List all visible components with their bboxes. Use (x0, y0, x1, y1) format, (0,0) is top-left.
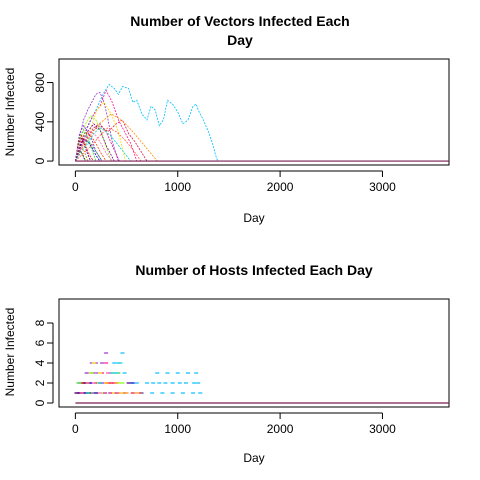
vectors-marks (75, 83, 449, 162)
vectors-panel: Number of Vectors Infected Each Day Numb… (3, 13, 450, 225)
hosts-panel: Number of Hosts Infected Each Day Number… (3, 262, 450, 465)
vectors-series-line (75, 91, 119, 162)
vectors-series-line (75, 146, 86, 162)
vectors-x-tick-label: 1000 (164, 180, 191, 194)
vectors-series-line (75, 140, 103, 162)
hosts-plot-frame (58, 298, 450, 408)
vectors-y-tick-label: 0 (33, 157, 47, 164)
vectors-series-line (75, 124, 103, 162)
vectors-series-line (75, 150, 86, 162)
hosts-y-axis-label: Number Infected (3, 308, 17, 397)
vectors-series-line (75, 123, 120, 162)
vectors-series-line (75, 134, 95, 162)
hosts-x-tick-label: 0 (72, 422, 79, 436)
vectors-series-group (75, 83, 449, 162)
vectors-x-axis-label: Day (243, 211, 264, 225)
vectors-series-line (75, 130, 107, 162)
hosts-x-tick-label: 1000 (164, 422, 191, 436)
vectors-series-line (75, 113, 158, 162)
hosts-y-axis: 0 2 4 6 8 (33, 319, 54, 406)
hosts-marks (74, 352, 449, 404)
vectors-series-line (75, 89, 138, 162)
hosts-x-axis-label: Day (243, 451, 264, 465)
hosts-y-tick-label: 0 (33, 399, 47, 406)
vectors-series-line (75, 83, 219, 162)
vectors-chart-title-line-1: Number of Vectors Infected Each (130, 13, 349, 29)
vectors-x-tick-label: 2000 (267, 180, 294, 194)
vectors-series-line (75, 131, 113, 162)
vectors-x-tick-label: 0 (72, 180, 79, 194)
hosts-y-tick-label: 6 (33, 339, 47, 346)
vectors-series-line (75, 101, 126, 162)
vectors-chart-title-line-2: Day (227, 32, 253, 48)
vectors-x-axis: 0 1000 2000 3000 (72, 170, 396, 194)
vectors-series-line (75, 127, 132, 162)
hosts-chart-title: Number of Hosts Infected Each Day (135, 262, 372, 278)
hosts-x-tick-label: 2000 (267, 422, 294, 436)
vectors-series-line (75, 123, 115, 162)
vectors-series-line (75, 144, 89, 162)
hosts-series-group (74, 352, 449, 404)
vectors-plot-frame (58, 58, 450, 166)
hosts-y-tick-label: 8 (33, 319, 47, 326)
vectors-series-line (75, 119, 148, 162)
vectors-x-tick-label: 3000 (369, 180, 396, 194)
vectors-y-tick-label: 400 (33, 111, 47, 131)
vectors-y-axis: 0 400 800 (33, 72, 54, 164)
hosts-x-axis: 0 1000 2000 3000 (72, 412, 396, 436)
hosts-y-tick-label: 2 (33, 379, 47, 386)
vectors-series-line (75, 137, 92, 162)
vectors-y-axis-label: Number Infected (3, 68, 17, 157)
vectors-y-tick-label: 800 (33, 72, 47, 92)
hosts-y-tick-label: 4 (33, 359, 47, 366)
hosts-x-tick-label: 3000 (369, 422, 396, 436)
